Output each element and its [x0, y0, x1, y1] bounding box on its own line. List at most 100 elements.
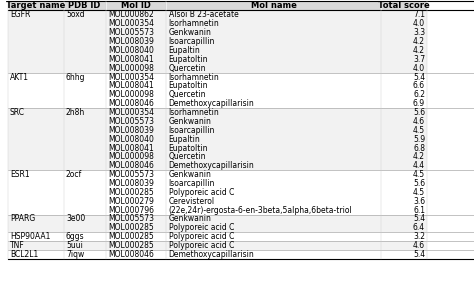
Bar	[64, 224, 106, 232]
Bar	[106, 232, 166, 241]
Bar	[106, 117, 166, 126]
Bar	[166, 90, 381, 99]
Bar	[166, 250, 381, 259]
Bar	[166, 55, 381, 64]
Bar	[106, 179, 166, 188]
Text: SRC: SRC	[10, 108, 25, 117]
Bar	[106, 206, 166, 214]
Bar	[8, 161, 64, 170]
Bar	[106, 135, 166, 144]
Text: MOL008040: MOL008040	[108, 46, 154, 55]
Bar	[166, 64, 381, 73]
Text: 6ggs: 6ggs	[66, 232, 84, 241]
Bar	[8, 117, 64, 126]
Bar	[64, 179, 106, 188]
Text: 4.0: 4.0	[413, 19, 425, 28]
Text: 7.1: 7.1	[413, 11, 425, 19]
Bar	[64, 1, 106, 11]
Text: TNF: TNF	[10, 241, 25, 250]
Text: Total score: Total score	[378, 1, 430, 10]
Bar	[106, 99, 166, 108]
Text: Isoarcapillin: Isoarcapillin	[169, 37, 215, 46]
Bar	[8, 250, 64, 259]
Bar	[8, 152, 64, 161]
Text: MOL005573: MOL005573	[108, 28, 154, 37]
Bar	[64, 144, 106, 152]
Bar	[381, 170, 428, 179]
Bar	[106, 250, 166, 259]
Bar	[106, 224, 166, 232]
Text: BCL2L1: BCL2L1	[10, 250, 38, 259]
Bar	[106, 28, 166, 37]
Text: Mol name: Mol name	[251, 1, 296, 10]
Text: MOL000279: MOL000279	[108, 197, 154, 206]
Bar	[64, 28, 106, 37]
Bar	[8, 224, 64, 232]
Text: 6.6: 6.6	[413, 81, 425, 91]
Text: Quercetin: Quercetin	[169, 64, 206, 73]
Bar	[8, 90, 64, 99]
Bar	[106, 214, 166, 224]
Text: 5.4: 5.4	[413, 214, 425, 224]
Bar	[381, 126, 428, 135]
Bar	[8, 19, 64, 28]
Bar	[8, 55, 64, 64]
Bar	[166, 144, 381, 152]
Bar	[381, 197, 428, 206]
Bar	[64, 126, 106, 135]
Bar	[106, 55, 166, 64]
Text: 4.0: 4.0	[413, 64, 425, 73]
Bar	[106, 144, 166, 152]
Bar	[166, 161, 381, 170]
Text: Genkwanin: Genkwanin	[169, 117, 211, 126]
Text: Quercetin: Quercetin	[169, 152, 206, 161]
Bar	[64, 152, 106, 161]
Bar	[106, 19, 166, 28]
Bar	[381, 135, 428, 144]
Bar	[64, 73, 106, 81]
Text: EGFR: EGFR	[10, 11, 30, 19]
Text: 4.4: 4.4	[413, 161, 425, 170]
Bar	[106, 170, 166, 179]
Text: HSP90AA1: HSP90AA1	[10, 232, 50, 241]
Bar	[106, 241, 166, 250]
Bar	[8, 197, 64, 206]
Text: AKT1: AKT1	[10, 73, 29, 81]
Bar	[8, 206, 64, 214]
Bar	[8, 108, 64, 117]
Text: 4.2: 4.2	[413, 37, 425, 46]
Bar	[381, 81, 428, 90]
Bar	[106, 197, 166, 206]
Text: Genkwanin: Genkwanin	[169, 170, 211, 179]
Bar	[64, 214, 106, 224]
Bar	[166, 206, 381, 214]
Bar	[106, 90, 166, 99]
Bar	[166, 108, 381, 117]
Bar	[8, 241, 64, 250]
Text: 4.6: 4.6	[413, 117, 425, 126]
Bar	[64, 197, 106, 206]
Bar	[64, 206, 106, 214]
Text: MOL008041: MOL008041	[108, 144, 154, 153]
Bar	[381, 11, 428, 19]
Text: Alsoi B 23-acetate: Alsoi B 23-acetate	[169, 11, 238, 19]
Bar	[381, 64, 428, 73]
Text: Demethoxycapillarisin: Demethoxycapillarisin	[169, 161, 254, 170]
Bar	[8, 170, 64, 179]
Bar	[166, 1, 381, 11]
Text: Genkwanin: Genkwanin	[169, 28, 211, 37]
Text: Eupatoltin: Eupatoltin	[169, 55, 208, 64]
Text: PDB ID: PDB ID	[68, 1, 101, 10]
Bar	[106, 11, 166, 19]
Bar	[8, 135, 64, 144]
Bar	[64, 99, 106, 108]
Text: Polyporeic acid C: Polyporeic acid C	[169, 223, 234, 232]
Bar	[166, 73, 381, 81]
Text: MOL000098: MOL000098	[108, 90, 154, 99]
Text: MOL000862: MOL000862	[108, 11, 154, 19]
Bar	[166, 241, 381, 250]
Bar	[381, 117, 428, 126]
Text: 2h8h: 2h8h	[66, 108, 85, 117]
Text: 6.1: 6.1	[413, 206, 425, 214]
Text: MOL008046: MOL008046	[108, 99, 154, 108]
